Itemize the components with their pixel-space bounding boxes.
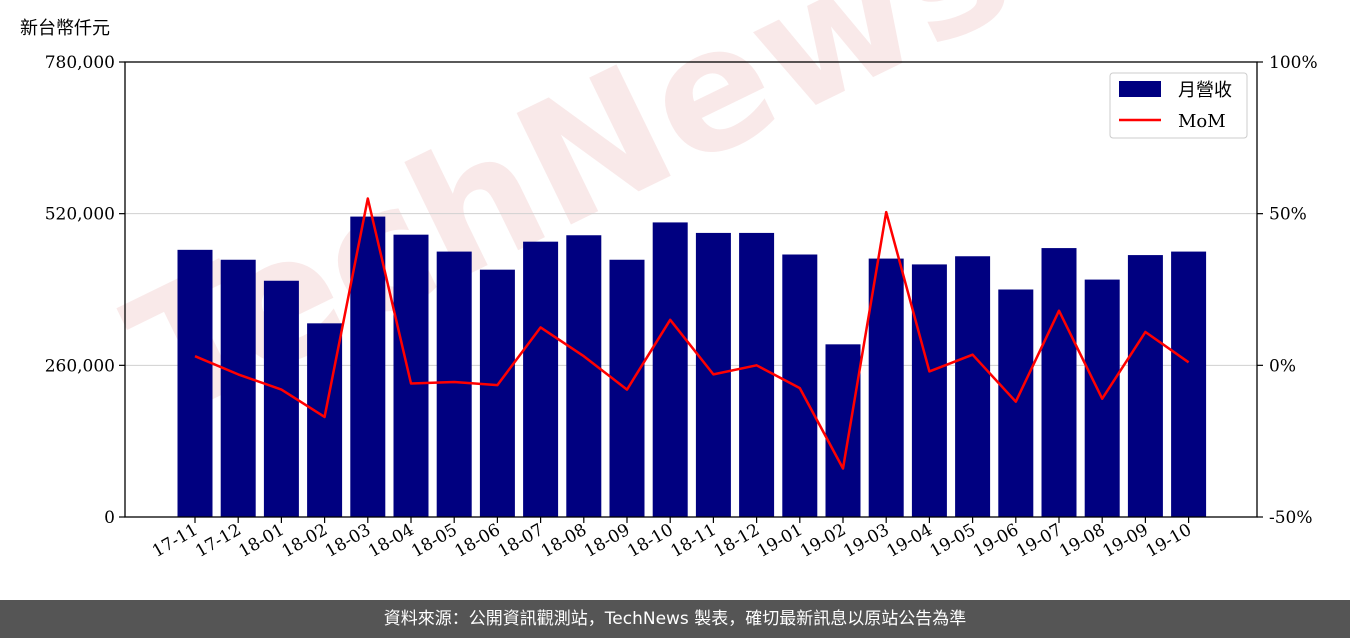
bar-19-01 bbox=[782, 254, 818, 517]
x-tick-label: 17-12 bbox=[192, 520, 244, 562]
x-tick-label: 19-07 bbox=[1013, 520, 1065, 562]
bar-18-04 bbox=[393, 234, 429, 517]
bar-19-03 bbox=[868, 258, 904, 517]
left-tick-label: 520,000 bbox=[45, 205, 115, 225]
x-tick-label: 19-04 bbox=[883, 520, 935, 562]
bar-18-12 bbox=[739, 232, 775, 517]
line-series bbox=[194, 197, 1190, 470]
bar-19-04 bbox=[911, 264, 947, 517]
bar-18-06 bbox=[479, 269, 515, 517]
right-tick-label: -50% bbox=[1269, 508, 1313, 528]
y-axis-unit-label: 新台幣仟元 bbox=[20, 18, 110, 39]
legend: 月營收 MoM bbox=[1109, 72, 1248, 139]
x-tick-label: 19-03 bbox=[840, 520, 892, 562]
legend-label-mom: MoM bbox=[1178, 111, 1226, 132]
left-tick-label: 780,000 bbox=[45, 53, 115, 73]
left-y-axis: 0 260,000 520,000 780,000 bbox=[45, 53, 125, 528]
x-tick-label: 18-01 bbox=[235, 520, 287, 562]
plot-frame bbox=[124, 61, 1258, 518]
bar-19-09 bbox=[1127, 255, 1163, 518]
bar-18-05 bbox=[436, 251, 472, 518]
legend-bar-swatch bbox=[1119, 81, 1161, 97]
x-tick-label: 19-09 bbox=[1099, 520, 1151, 562]
bar-18-10 bbox=[652, 222, 688, 517]
bar-18-01 bbox=[263, 280, 299, 517]
source-footer: 資料來源：公開資訊觀測站，TechNews 製表，確切最新訊息以原站公告為準 bbox=[0, 600, 1350, 638]
x-tick-label: 18-12 bbox=[711, 520, 763, 562]
legend-label-revenue: 月營收 bbox=[1178, 80, 1232, 101]
bar-19-05 bbox=[955, 256, 991, 517]
x-tick-label: 18-08 bbox=[538, 520, 590, 562]
x-tick-label: 18-10 bbox=[624, 520, 676, 562]
right-y-axis: -50% 0% 50% 100% bbox=[1257, 53, 1318, 528]
x-tick-label: 18-04 bbox=[365, 520, 417, 562]
right-tick-label: 100% bbox=[1269, 53, 1318, 73]
x-tick-label: 19-06 bbox=[970, 520, 1022, 562]
x-tick-label: 19-08 bbox=[1056, 520, 1108, 562]
bar-19-06 bbox=[998, 289, 1034, 517]
x-tick-label: 17-11 bbox=[149, 520, 201, 562]
x-tick-label: 19-01 bbox=[754, 520, 806, 562]
bar-19-10 bbox=[1171, 251, 1207, 518]
x-tick-label: 19-10 bbox=[1143, 520, 1195, 562]
x-tick-label: 18-11 bbox=[667, 520, 719, 562]
x-tick-label: 19-02 bbox=[797, 520, 849, 562]
x-tick-label: 18-05 bbox=[408, 520, 460, 562]
bar-17-11 bbox=[177, 249, 213, 518]
left-tick-label: 0 bbox=[104, 508, 115, 528]
bar-18-07 bbox=[523, 241, 559, 517]
bar-19-02 bbox=[825, 344, 861, 517]
bar-17-12 bbox=[220, 259, 256, 517]
x-tick-label: 18-02 bbox=[279, 520, 331, 562]
mom-line bbox=[194, 197, 1190, 470]
right-tick-label: 0% bbox=[1269, 356, 1296, 376]
x-axis: 17-1117-1218-0118-0218-0318-0418-0518-06… bbox=[149, 517, 1195, 562]
x-tick-label: 18-03 bbox=[322, 520, 374, 562]
x-tick-label: 18-09 bbox=[581, 520, 633, 562]
x-tick-label: 18-06 bbox=[451, 520, 503, 562]
x-tick-label: 19-05 bbox=[927, 520, 979, 562]
bar-19-07 bbox=[1041, 248, 1077, 518]
bar-series bbox=[177, 216, 1207, 518]
bar-18-03 bbox=[350, 216, 386, 518]
bar-18-08 bbox=[566, 235, 602, 517]
right-tick-label: 50% bbox=[1269, 205, 1307, 225]
left-tick-label: 260,000 bbox=[45, 356, 115, 376]
x-tick-label: 18-07 bbox=[495, 520, 547, 562]
